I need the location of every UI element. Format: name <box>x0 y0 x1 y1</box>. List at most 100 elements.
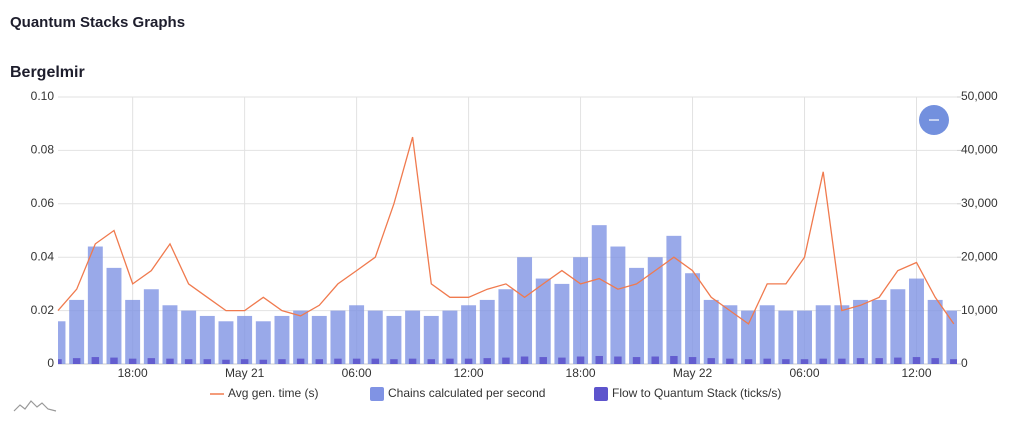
x-tick-label: 18:00 <box>566 366 596 380</box>
y-tick-label: 0 <box>47 356 54 370</box>
bar <box>274 315 290 364</box>
y2-tick-label: 20,000 <box>961 249 998 263</box>
bar <box>815 305 831 364</box>
x-tick-label: 12:00 <box>901 366 931 380</box>
y2-tick-label: 0 <box>961 356 968 370</box>
legend-swatch <box>594 387 608 401</box>
bar <box>367 310 383 364</box>
bar <box>912 357 921 364</box>
bar <box>946 310 957 364</box>
bar <box>558 357 566 364</box>
bar <box>87 246 103 364</box>
y-tick-label: 0.10 <box>31 89 55 103</box>
bar <box>722 305 738 364</box>
bar <box>278 359 286 364</box>
bar <box>591 225 607 364</box>
bar <box>125 299 141 364</box>
bar <box>927 299 943 364</box>
x-tick-label: 06:00 <box>342 366 372 380</box>
bar <box>573 257 589 364</box>
bar <box>427 359 435 364</box>
legend-swatch <box>370 387 384 401</box>
legend-label: Chains calculated per second <box>388 386 545 400</box>
bar <box>464 358 473 364</box>
bar <box>259 359 268 364</box>
bar <box>520 356 529 364</box>
bar <box>819 358 827 364</box>
bar <box>535 278 551 364</box>
bar <box>834 305 850 364</box>
bar <box>726 358 734 364</box>
bar <box>950 359 957 364</box>
bar <box>110 357 118 364</box>
bar <box>315 359 324 364</box>
bar <box>647 257 663 364</box>
bar <box>576 356 585 364</box>
bar <box>405 310 421 364</box>
x-tick-label: May 22 <box>673 366 713 380</box>
bar <box>72 358 81 364</box>
y-tick-label: 0.08 <box>31 143 55 157</box>
y-tick-label: 0.06 <box>31 196 55 210</box>
chart-title: Bergelmir <box>10 64 85 81</box>
bar <box>614 356 622 364</box>
bar <box>311 315 327 364</box>
bar <box>707 358 715 364</box>
bar <box>181 310 197 364</box>
bar <box>685 273 701 364</box>
bar <box>498 289 514 364</box>
bar <box>856 358 865 364</box>
bar <box>147 358 156 364</box>
bar <box>390 359 398 364</box>
y-tick-label: 0.02 <box>31 303 55 317</box>
bar <box>703 299 719 364</box>
bar <box>106 267 122 364</box>
bar <box>203 359 212 364</box>
bar <box>386 315 402 364</box>
y2-tick-label: 50,000 <box>961 89 998 103</box>
bar <box>853 299 868 364</box>
bar <box>334 358 342 364</box>
y-tick-label: 0.04 <box>31 249 55 263</box>
bar <box>69 299 85 364</box>
x-tick-label: 12:00 <box>454 366 484 380</box>
bar <box>800 359 809 364</box>
bar <box>894 357 902 364</box>
bar <box>58 359 62 364</box>
bar <box>296 358 305 364</box>
bar <box>909 278 924 364</box>
bar <box>199 315 215 364</box>
bar <box>128 358 137 364</box>
bar <box>797 310 812 364</box>
logo <box>13 400 57 412</box>
bar <box>237 315 253 364</box>
bar <box>744 359 753 364</box>
line <box>57 136 955 325</box>
x-tick-label: May 21 <box>225 366 265 380</box>
bar <box>162 305 178 364</box>
bar <box>240 359 249 364</box>
bar <box>446 358 454 364</box>
page-title: Quantum Stacks Graphs <box>10 14 185 31</box>
bar <box>218 321 234 364</box>
bar <box>502 357 510 364</box>
bar <box>629 267 645 364</box>
bar <box>651 356 659 364</box>
legend-label: Flow to Quantum Stack (ticks/s) <box>612 386 781 400</box>
collapse-button[interactable] <box>919 105 949 135</box>
x-tick-label: 18:00 <box>118 366 148 380</box>
bar <box>408 358 417 364</box>
bar <box>554 283 570 364</box>
bar <box>759 305 775 364</box>
bar <box>143 289 159 364</box>
bar <box>838 358 846 364</box>
bar <box>184 359 193 364</box>
bar <box>610 246 626 364</box>
bar <box>293 310 309 364</box>
bar <box>741 310 756 364</box>
y2-tick-label: 10,000 <box>961 303 998 317</box>
bar <box>931 358 939 364</box>
bar <box>539 357 547 364</box>
bar <box>483 358 491 364</box>
